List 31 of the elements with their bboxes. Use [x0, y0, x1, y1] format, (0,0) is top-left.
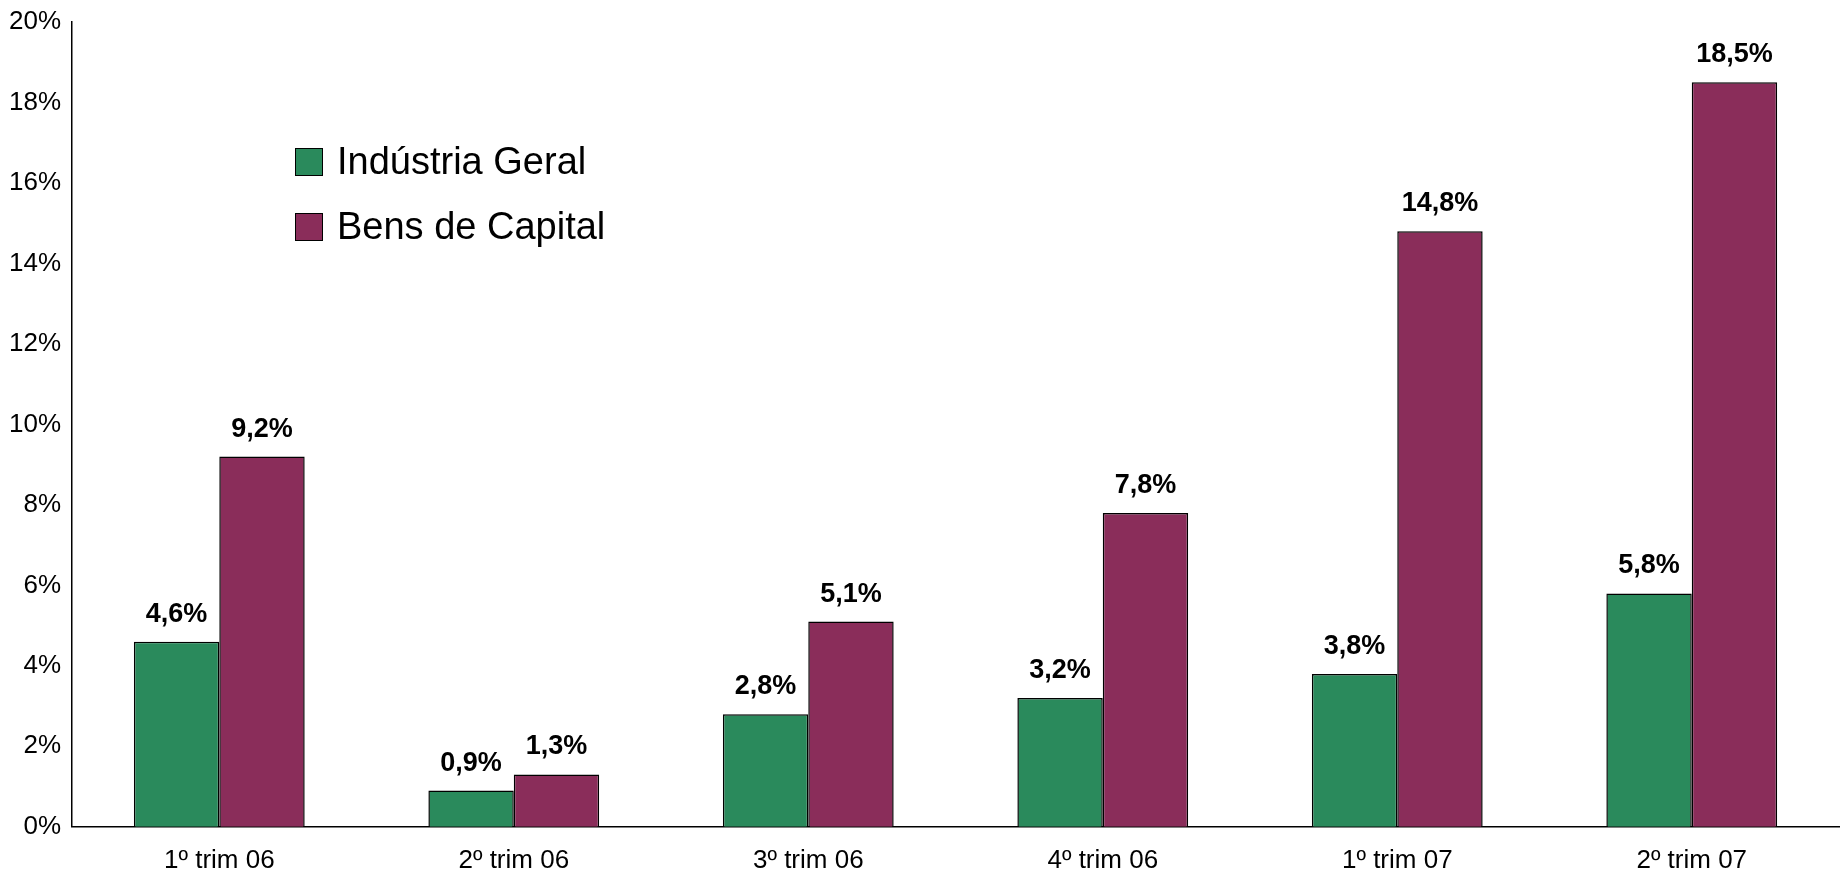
y-tick-label: 2%	[23, 729, 62, 760]
data-label: 0,9%	[440, 746, 502, 777]
y-tick-label: 10%	[8, 407, 62, 438]
x-tick-label: 1º trim 06	[163, 843, 275, 874]
y-tick-label: 8%	[23, 488, 62, 519]
x-tick-label: 2º trim 06	[458, 843, 570, 874]
data-label: 14,8%	[1401, 187, 1479, 218]
x-tick-label: 2º trim 07	[1636, 843, 1748, 874]
y-tick-label: 0%	[23, 809, 62, 840]
y-tick-label: 18%	[8, 85, 62, 116]
data-label: 5,1%	[820, 577, 882, 608]
data-label: 5,8%	[1618, 549, 1680, 580]
data-label: 7,8%	[1114, 468, 1177, 499]
data-label: 3,2%	[1029, 653, 1091, 684]
y-tick-label: 20%	[8, 5, 62, 36]
y-tick-label: 4%	[23, 649, 62, 680]
legend-label: Bens de Capital	[337, 205, 606, 248]
x-tick-label: 3º trim 06	[752, 843, 864, 874]
data-label: 2,8%	[734, 670, 797, 701]
legend-label: Indústria Geral	[337, 140, 587, 183]
x-tick-label: 1º trim 07	[1341, 843, 1453, 874]
y-tick-label: 14%	[8, 246, 62, 277]
y-tick-label: 12%	[8, 327, 62, 358]
data-label: 4,6%	[145, 597, 208, 628]
y-tick-label: 6%	[23, 568, 62, 599]
y-tick-label: 16%	[8, 166, 62, 197]
data-label: 18,5%	[1696, 38, 1773, 69]
data-label: 1,3%	[525, 730, 588, 761]
x-tick-label: 4º trim 06	[1047, 843, 1159, 874]
data-label: 3,8%	[1323, 629, 1386, 660]
data-label: 9,2%	[231, 412, 293, 443]
